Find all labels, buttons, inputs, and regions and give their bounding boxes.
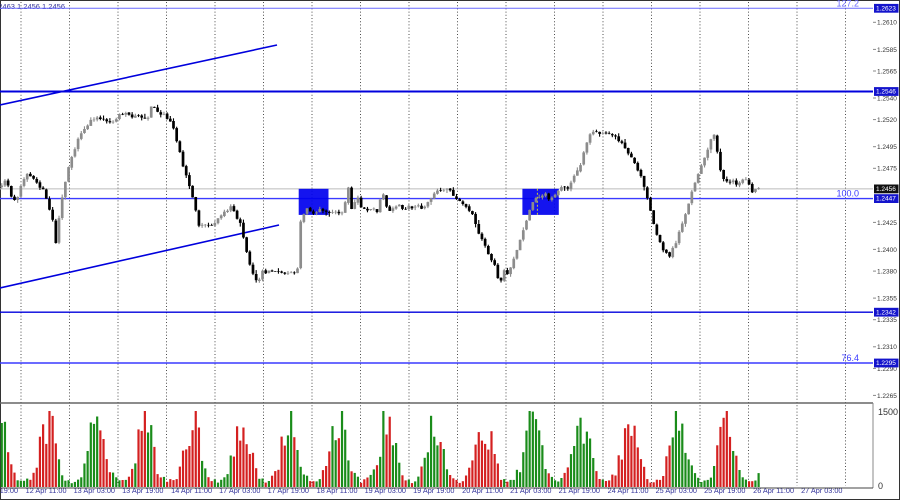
svg-text:17 Apr 19:00: 17 Apr 19:00 [268,486,309,495]
svg-text:19 Apr 03:00: 19 Apr 03:00 [365,486,406,495]
svg-text:1.2546: 1.2546 [876,89,896,96]
svg-text:11 Apr 19:00: 11 Apr 19:00 [0,486,18,495]
svg-text:18 Apr 11:00: 18 Apr 11:00 [317,486,358,495]
svg-text:1.2295: 1.2295 [876,360,896,367]
svg-text:1.2495: 1.2495 [877,144,897,151]
svg-text:1.2310: 1.2310 [877,344,897,351]
svg-text:21 Apr 03:00: 21 Apr 03:00 [510,486,551,495]
svg-text:1.2265: 1.2265 [877,393,897,400]
svg-text:24 Apr 11:00: 24 Apr 11:00 [608,486,649,495]
svg-text:1.2463 1.2456 1.2456: 1.2463 1.2456 1.2456 [0,2,65,11]
svg-text:1.2456: 1.2456 [876,186,896,193]
svg-text:0: 0 [878,481,883,491]
svg-text:20 Apr 11:00: 20 Apr 11:00 [462,486,503,495]
svg-text:1.2380: 1.2380 [877,269,897,276]
svg-text:27 Apr 03:00: 27 Apr 03:00 [801,486,842,495]
svg-text:21 Apr 19:00: 21 Apr 19:00 [559,486,600,495]
svg-text:1.2623: 1.2623 [876,5,896,12]
svg-text:127.2: 127.2 [836,0,859,8]
svg-text:100.0: 100.0 [836,189,859,199]
svg-text:19 Apr 19:00: 19 Apr 19:00 [413,486,454,495]
svg-text:1.2400: 1.2400 [877,247,897,254]
svg-text:1.2475: 1.2475 [877,166,897,173]
svg-text:13 Apr 03:00: 13 Apr 03:00 [74,486,115,495]
svg-text:1.2565: 1.2565 [877,68,897,75]
svg-text:12 Apr 11:00: 12 Apr 11:00 [26,486,67,495]
svg-text:1.2335: 1.2335 [877,317,897,324]
svg-text:13 Apr 19:00: 13 Apr 19:00 [122,486,163,495]
svg-text:17 Apr 03:00: 17 Apr 03:00 [219,486,260,495]
svg-text:76.4: 76.4 [841,353,859,363]
svg-text:26 Apr 11:00: 26 Apr 11:00 [753,486,794,495]
svg-text:1.2520: 1.2520 [877,117,897,124]
svg-text:1.2585: 1.2585 [877,47,897,54]
svg-text:1.2540: 1.2540 [877,95,897,102]
svg-text:1.2342: 1.2342 [876,309,896,316]
svg-text:1.2447: 1.2447 [876,196,896,203]
svg-text:25 Apr 19:00: 25 Apr 19:00 [704,486,745,495]
svg-text:1.2425: 1.2425 [877,220,897,227]
svg-text:1.2610: 1.2610 [877,20,897,27]
svg-text:14 Apr 11:00: 14 Apr 11:00 [171,486,212,495]
svg-text:1500: 1500 [878,407,898,417]
svg-text:25 Apr 03:00: 25 Apr 03:00 [656,486,697,495]
svg-text:1.2355: 1.2355 [877,296,897,303]
